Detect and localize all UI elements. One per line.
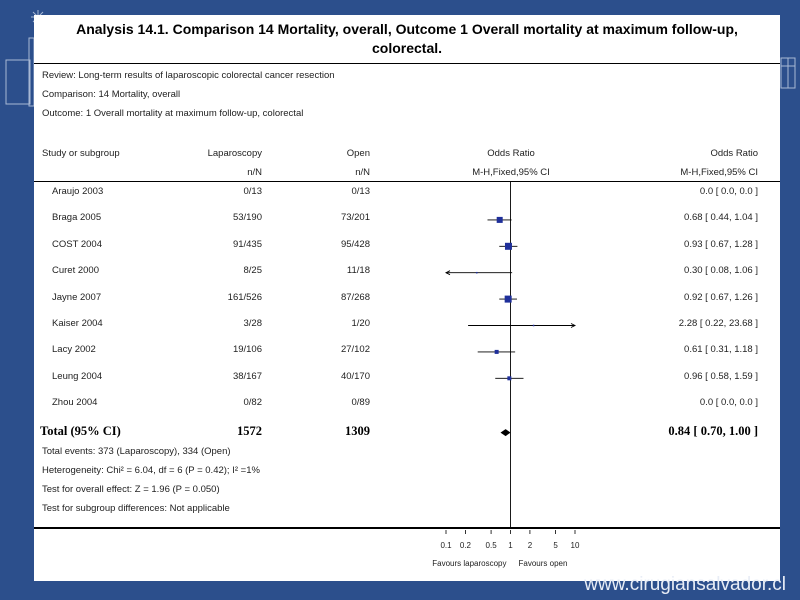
study-effect-ci: 0.30 [ 0.08, 1.06 ] [684,265,758,277]
study-effect-ci: 0.68 [ 0.44, 1.04 ] [684,212,758,224]
summary-note: Test for overall effect: Z = 1.96 (P = 0… [42,483,220,495]
bottom-divider [34,527,780,529]
study-lap-events: 0/82 [243,397,263,409]
total-label: Total (95% CI) [40,423,121,438]
study-name: Jayne 2007 [52,291,102,303]
axis-tick-label: 0.1 [440,541,452,550]
ci-arrow-right [570,323,577,328]
total-diamond [500,429,511,437]
review-line: Review: Long-term results of laparoscopi… [42,70,335,81]
axis-tick-label: 10 [571,541,580,550]
study-name: Leung 2004 [52,370,103,382]
study-open-events: 27/102 [340,344,370,356]
header-plot-sub: M-H,Fixed,95% CI [472,167,550,178]
summary-note: Total events: 373 (Laparoscopy), 334 (Op… [42,445,231,457]
study-lap-events: 161/526 [227,291,262,303]
ci-arrow-left [444,270,451,276]
study-effect-ci: 2.28 [ 0.22, 23.68 ] [678,318,758,329]
axis-tick-label: 2 [528,541,533,550]
study-open-events: 0/13 [351,186,371,197]
header-divider [34,181,780,182]
forest-plot-panel: Analysis 14.1. Comparison 14 Mortality, … [34,15,780,581]
total-lap: 1572 [237,423,262,438]
study-open-events: 73/201 [340,212,370,224]
decorative-sketch-right [780,57,796,89]
total-open: 1309 [345,423,370,438]
study-marker [504,242,512,250]
footer-url: www.cirugiansalvador.cl [584,574,786,595]
study-lap-events: 53/190 [232,212,262,224]
study-lap-events: 38/167 [232,370,262,382]
study-lap-events: 19/106 [232,344,262,356]
study-effect-ci: 0.0 [ 0.0, 0.0 ] [699,186,758,197]
header-study: Study or subgroup [42,148,120,159]
header-group1: Laparoscopy [207,148,262,159]
study-marker [507,376,512,381]
analysis-title: Analysis 14.1. Comparison 14 Mortality, … [34,20,780,58]
outcome-line: Outcome: 1 Overall mortality at maximum … [42,108,304,119]
summary-note: Test for subgroup differences: Not appli… [42,502,230,514]
study-effect-ci: 0.96 [ 0.58, 1.59 ] [684,370,758,382]
study-marker [504,295,512,303]
study-open-events: 87/268 [340,291,370,303]
header-effect: Odds Ratio [710,148,758,159]
study-effect-ci: 0.0 [ 0.0, 0.0 ] [699,397,758,409]
title-divider [34,63,780,64]
study-open-events: 1/20 [351,318,371,329]
study-marker [532,324,535,327]
header-group1-sub: n/N [247,167,262,178]
study-effect-ci: 0.61 [ 0.31, 1.18 ] [684,344,758,356]
study-name: Braga 2005 [52,212,102,224]
favours-right-label: Favours open [519,559,568,568]
summary-note: Heterogeneity: Chi² = 6.04, df = 6 (P = … [42,464,260,476]
axis-tick-label: 0.2 [460,541,472,550]
study-lap-events: 3/28 [243,318,263,329]
study-lap-events: 8/25 [243,265,263,277]
study-name: Kaiser 2004 [52,318,103,329]
title-line-2: colorectal. [371,40,443,56]
header-plot: Odds Ratio [487,148,535,159]
axis-tick-label: 0.5 [486,541,498,550]
header-group2: Open [346,148,370,159]
study-marker [476,271,478,274]
study-name: Curet 2000 [52,265,100,277]
study-open-events: 11/18 [346,265,370,277]
study-open-events: 40/170 [340,370,370,382]
study-name: Zhou 2004 [52,397,98,409]
total-effect-ci: 0.84 [ 0.70, 1.00 ] [668,423,758,438]
study-effect-ci: 0.93 [ 0.67, 1.28 ] [684,238,758,250]
study-lap-events: 91/435 [232,238,262,250]
comparison-line: Comparison: 14 Mortality, overall [42,89,181,100]
header-group2-sub: n/N [355,167,370,178]
favours-left-label: Favours laparoscopy [432,559,506,568]
study-lap-events: 0/13 [243,186,263,197]
header-effect-sub: M-H,Fixed,95% CI [680,167,758,178]
axis-tick-label: 5 [553,541,558,550]
study-open-events: 95/428 [340,238,370,250]
forest-plot: 0.1 0.2 0.5 1 2 5 10 Favours laparoscopy Favours… [432,182,580,568]
study-open-events: 0/89 [351,397,371,409]
axis-tick-label: 1 [508,541,513,550]
study-marker [496,216,503,223]
study-marker [494,349,499,354]
study-name: Araujo 2003 [52,186,104,197]
study-effect-ci: 0.92 [ 0.67, 1.26 ] [684,291,758,303]
study-name: COST 2004 [52,238,102,250]
study-name: Lacy 2002 [52,344,96,356]
title-line-1: Analysis 14.1. Comparison 14 Mortality, … [76,21,738,37]
